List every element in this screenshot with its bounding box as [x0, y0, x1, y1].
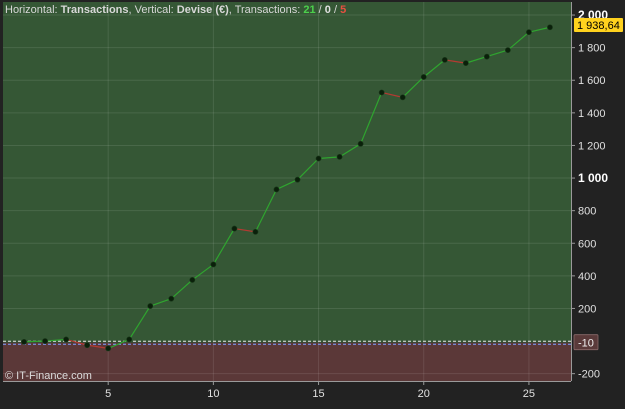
horizontal-value: Transactions [61, 4, 129, 16]
y-tick-label: 200 [578, 303, 596, 315]
chart-header: Horizontal: Transactions, Vertical: Devi… [5, 4, 346, 16]
y-tick-label: 1 000 [578, 171, 608, 185]
trade-point [294, 176, 301, 183]
neutral-count: 0 [325, 4, 331, 16]
horizontal-label: Horizontal: [5, 4, 61, 16]
equity-curve [24, 26, 551, 349]
x-tick-label: 25 [523, 388, 535, 400]
curve-segment-down [381, 91, 403, 98]
watermark: © IT-Finance.com [5, 370, 92, 382]
y-tick-label: 1 600 [578, 75, 606, 87]
curve-segment-up [402, 76, 425, 98]
curve-segment-up [339, 143, 361, 158]
curve-segment-up [191, 263, 214, 281]
trade-points [21, 24, 553, 352]
trade-point [252, 228, 259, 235]
curve-segment-up [45, 338, 67, 342]
trade-point [378, 89, 385, 96]
curve-segment-up [360, 92, 383, 145]
curve-segment-up [107, 338, 130, 349]
losing-count: 5 [340, 4, 346, 16]
current-value-badge: 1 938,64 [574, 18, 623, 33]
trade-point [441, 56, 448, 63]
trade-point [547, 24, 553, 31]
y-tick-label: 400 [578, 271, 596, 283]
trade-point [168, 295, 175, 302]
trade-point [273, 186, 280, 193]
x-tick-label: 15 [312, 388, 324, 400]
trade-point [210, 261, 217, 268]
curve-segment-up [170, 279, 193, 300]
trade-point [526, 29, 532, 36]
baseline-value-badge: -10 [573, 334, 599, 351]
curve-segment-up [150, 298, 172, 307]
y-tick-label: 600 [578, 238, 596, 250]
grid-lines [3, 2, 571, 381]
curve-segment-up [297, 158, 319, 181]
x-tick-label: 10 [207, 388, 219, 400]
trade-point [147, 303, 154, 309]
y-tick-label: -200 [578, 369, 600, 381]
vertical-value: Devise (€) [177, 4, 229, 16]
trade-point [105, 345, 112, 352]
separator-2: / [331, 4, 340, 16]
y-tick-label: 1 800 [578, 43, 606, 55]
trade-point [42, 338, 48, 344]
current-value-label: 1 938,64 [577, 20, 620, 32]
y-tick-label: 1 200 [578, 140, 606, 152]
curve-segment-up [276, 179, 298, 191]
curve-segment-up [318, 156, 340, 160]
profit-area [3, 2, 571, 343]
vertical-label: , Vertical: [129, 4, 177, 16]
curve-segment-up [486, 49, 509, 58]
x-tick-label: 20 [418, 388, 430, 400]
trade-point [336, 153, 343, 160]
trade-point [315, 155, 322, 162]
trade-point [399, 94, 406, 101]
trade-point [126, 336, 133, 343]
curve-segment-up [212, 228, 235, 265]
curve-segment-down [87, 344, 109, 349]
trade-point [483, 53, 490, 60]
y-tick-label: 800 [578, 206, 596, 218]
winning-count: 21 [303, 4, 315, 16]
trade-point [84, 342, 91, 349]
loss-area [3, 342, 571, 381]
trade-point [357, 140, 364, 147]
trade-point [462, 60, 469, 67]
trade-point [420, 74, 427, 80]
curve-segment-up [528, 26, 551, 33]
trade-point [21, 338, 27, 345]
x-tick-label: 5 [105, 388, 111, 400]
trade-point [504, 47, 511, 53]
curve-segment-down [65, 338, 88, 346]
trade-point [231, 225, 238, 232]
curve-segment-up [465, 56, 488, 64]
curve-segment-down [444, 59, 466, 64]
curve-segment-down [234, 227, 256, 233]
y-tick-label: 1 400 [578, 108, 606, 120]
curve-segment-up [24, 340, 46, 343]
baseline-value-label: -10 [578, 338, 594, 350]
curve-segment-up [254, 189, 278, 233]
transactions-label: , Transactions: [229, 4, 304, 16]
curve-segment-up [423, 59, 446, 78]
x-axis-ticks: 5 10 15 20 25 [105, 381, 535, 400]
trade-point [189, 277, 196, 283]
curve-segment-up [507, 31, 530, 51]
separator-1: / [316, 4, 325, 16]
trade-point [63, 336, 70, 343]
curve-segment-up [128, 305, 151, 340]
